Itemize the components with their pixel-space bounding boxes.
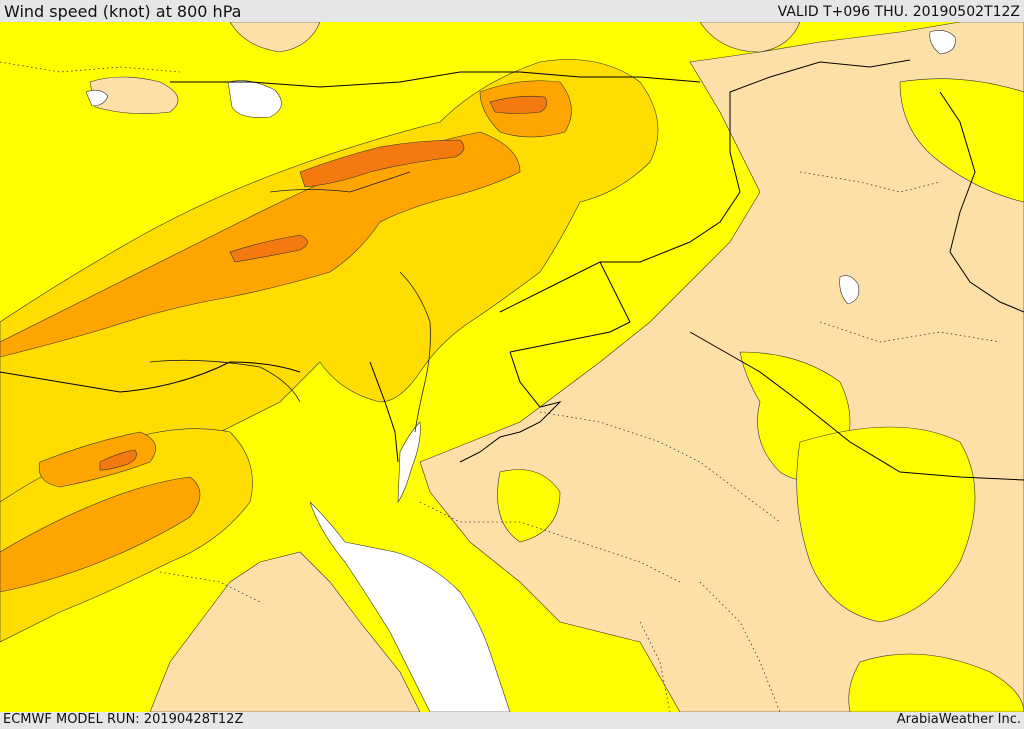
internal-borders	[0, 61, 1001, 712]
gulf-of-aqaba	[397, 421, 421, 504]
water-bodies	[85, 30, 956, 712]
wind-speed-map	[0, 22, 1024, 712]
valid-time: VALID T+096 THU. 20190502T12Z	[777, 4, 1020, 20]
header-bar: Wind speed (knot) at 800 hPa VALID T+096…	[0, 0, 1024, 22]
red-sea	[309, 501, 511, 712]
map-title: Wind speed (knot) at 800 hPa	[4, 2, 242, 21]
wind-field-moderate-patches	[497, 78, 1024, 712]
footer-bar: ECMWF MODEL RUN: 20190428T12Z ArabiaWeat…	[0, 712, 1024, 729]
wind-field-very-strong	[99, 95, 547, 471]
model-run: ECMWF MODEL RUN: 20190428T12Z	[3, 712, 244, 727]
coastlines	[149, 171, 431, 433]
provider-credit: ArabiaWeather Inc.	[896, 712, 1021, 727]
country-borders	[0, 59, 1024, 481]
